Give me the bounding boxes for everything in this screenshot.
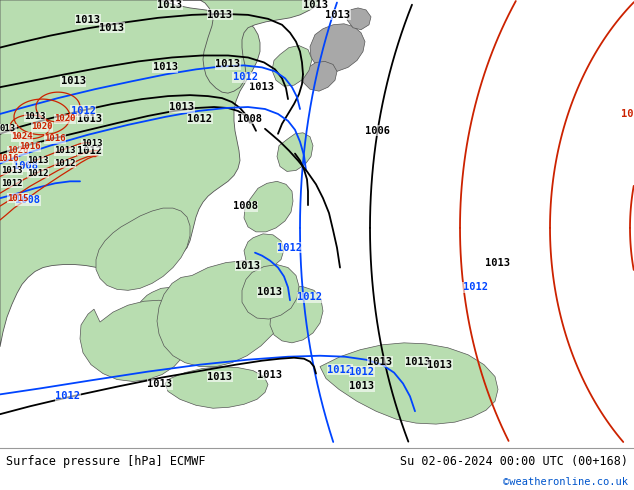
Text: Surface pressure [hPa] ECMWF: Surface pressure [hPa] ECMWF <box>6 455 206 468</box>
Polygon shape <box>96 208 190 291</box>
Text: 1008: 1008 <box>13 162 37 172</box>
Text: 1013: 1013 <box>55 146 75 155</box>
Polygon shape <box>80 300 190 382</box>
Text: 1008: 1008 <box>238 114 262 124</box>
Text: 1013: 1013 <box>153 62 178 73</box>
Text: 1012: 1012 <box>55 159 75 168</box>
Text: ©weatheronline.co.uk: ©weatheronline.co.uk <box>503 477 628 487</box>
Text: 102: 102 <box>621 109 634 119</box>
Text: 1013: 1013 <box>325 10 351 20</box>
Text: 1012: 1012 <box>56 392 81 401</box>
Polygon shape <box>272 46 312 86</box>
Text: 1016: 1016 <box>0 154 19 163</box>
Polygon shape <box>277 133 313 172</box>
Text: 1012: 1012 <box>77 146 103 156</box>
Text: 1013: 1013 <box>148 379 172 390</box>
Text: 1012: 1012 <box>297 292 323 302</box>
Text: 1013: 1013 <box>207 10 233 20</box>
Text: 1016: 1016 <box>44 134 66 143</box>
Text: 1006: 1006 <box>365 126 391 136</box>
Text: 1020: 1020 <box>55 114 75 123</box>
Text: 1013: 1013 <box>157 0 183 10</box>
Text: 1012: 1012 <box>27 169 49 178</box>
Text: 1013: 1013 <box>169 102 195 112</box>
Text: 1013: 1013 <box>427 360 453 369</box>
Text: 1016: 1016 <box>19 142 41 151</box>
Text: 1013: 1013 <box>302 0 328 10</box>
Text: 1012: 1012 <box>1 179 23 188</box>
Text: 1013: 1013 <box>250 82 275 92</box>
Text: Su 02-06-2024 00:00 UTC (00+168): Su 02-06-2024 00:00 UTC (00+168) <box>399 455 628 468</box>
Text: 1013: 1013 <box>81 139 103 148</box>
Text: 1012: 1012 <box>188 114 212 124</box>
Text: 1013: 1013 <box>77 114 103 124</box>
Text: 1013: 1013 <box>486 258 510 268</box>
Text: 1013: 1013 <box>75 15 101 25</box>
Text: 1013: 1013 <box>1 166 23 175</box>
Text: 1012: 1012 <box>278 243 302 253</box>
Text: 1012: 1012 <box>349 367 375 377</box>
Text: 1013: 1013 <box>257 287 283 297</box>
Text: 1013: 1013 <box>24 112 46 122</box>
Polygon shape <box>310 24 365 72</box>
Text: 1013: 1013 <box>406 357 430 367</box>
Polygon shape <box>0 0 260 347</box>
Text: 1008: 1008 <box>233 201 257 211</box>
Text: 1020: 1020 <box>31 122 53 131</box>
Text: 1012: 1012 <box>233 73 257 82</box>
Text: 1013: 1013 <box>100 23 124 33</box>
Text: 1013: 1013 <box>235 261 261 270</box>
Polygon shape <box>244 181 293 232</box>
Polygon shape <box>242 265 299 319</box>
Text: 1012: 1012 <box>70 106 96 116</box>
Polygon shape <box>165 367 268 408</box>
Text: 1013: 1013 <box>60 76 86 86</box>
Text: 1020: 1020 <box>7 146 29 155</box>
Text: 1013: 1013 <box>257 369 283 380</box>
Polygon shape <box>160 0 320 93</box>
Polygon shape <box>302 61 337 91</box>
Text: 1012: 1012 <box>462 282 488 293</box>
Text: 1013: 1013 <box>349 381 375 392</box>
Text: 1008: 1008 <box>15 195 41 205</box>
Text: 1024: 1024 <box>11 132 33 141</box>
Text: 1015: 1015 <box>7 194 29 203</box>
Polygon shape <box>320 343 498 424</box>
Text: 1013: 1013 <box>368 357 392 367</box>
Polygon shape <box>244 234 284 270</box>
Text: 013: 013 <box>0 124 16 133</box>
Text: 1013: 1013 <box>27 156 49 165</box>
Text: 1013: 1013 <box>216 59 240 70</box>
Polygon shape <box>130 287 187 354</box>
Text: 1012: 1012 <box>328 365 353 374</box>
Text: 1013: 1013 <box>207 371 233 382</box>
Polygon shape <box>347 8 371 30</box>
Polygon shape <box>270 286 323 343</box>
Polygon shape <box>157 261 285 367</box>
